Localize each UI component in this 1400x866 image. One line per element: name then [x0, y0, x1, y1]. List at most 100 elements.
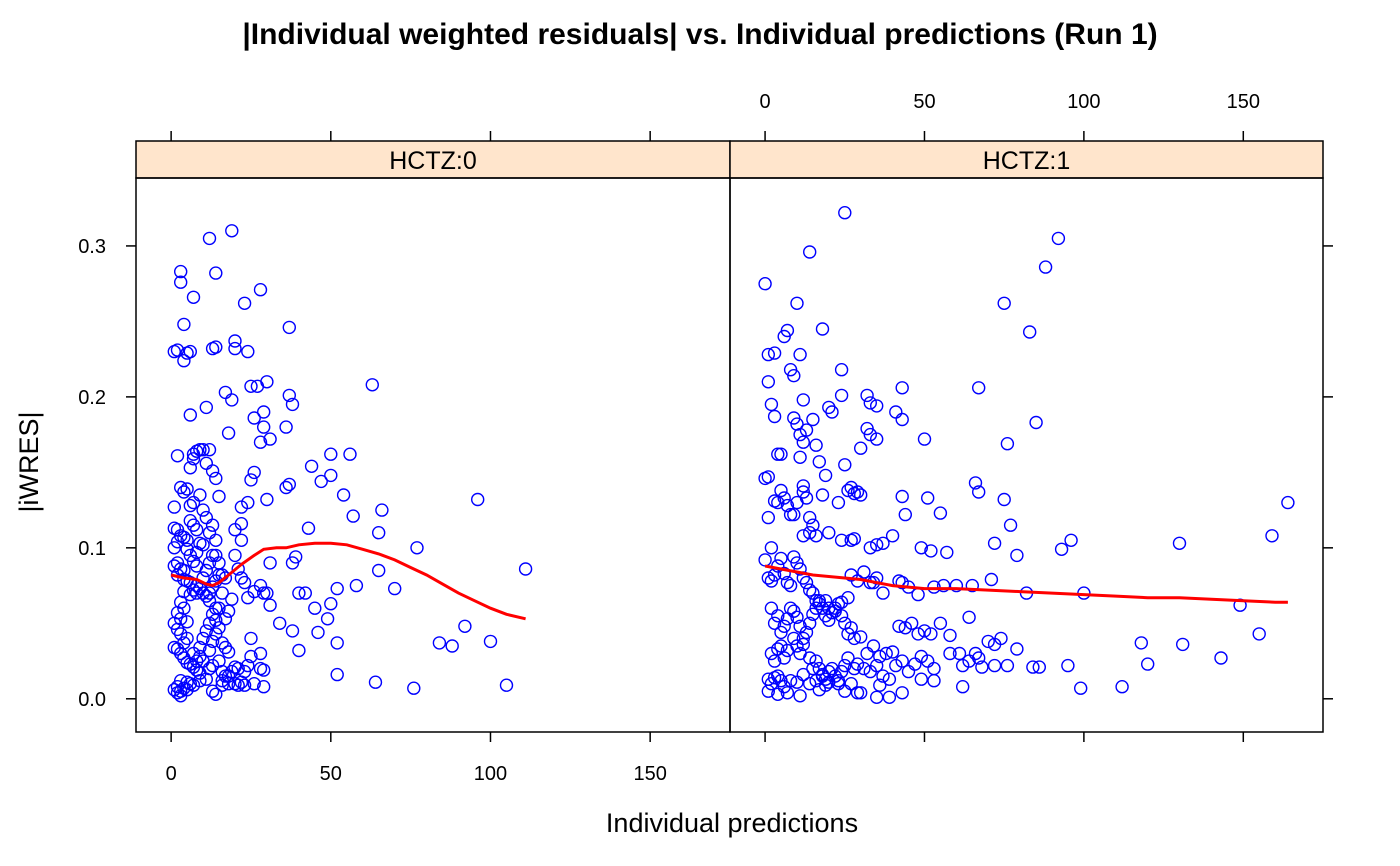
data-point: [180, 542, 194, 556]
data-point: [173, 480, 188, 495]
data-point: [186, 518, 201, 532]
data-point: [196, 631, 210, 646]
data-point: [783, 507, 798, 522]
data-point: [189, 586, 204, 600]
x-tick-label: 150: [633, 763, 666, 785]
data-point: [215, 678, 229, 692]
data-point: [193, 640, 207, 655]
data-point: [1000, 658, 1015, 673]
data-point: [324, 597, 338, 611]
data-point: [177, 317, 191, 332]
data-point: [499, 678, 514, 692]
data-point: [1022, 325, 1037, 339]
x-tick-label: 50: [320, 763, 342, 785]
data-point: [914, 541, 928, 555]
data-point: [244, 473, 258, 487]
data-point: [167, 616, 182, 630]
data-point: [202, 616, 217, 630]
data-point: [368, 675, 383, 689]
data-point: [263, 598, 277, 612]
data-point: [1010, 548, 1024, 563]
data-point: [471, 492, 485, 507]
data-point: [209, 533, 223, 547]
data-point: [780, 686, 795, 700]
data-point: [777, 619, 791, 633]
data-point: [831, 597, 846, 611]
data-point: [962, 654, 976, 668]
data-point: [199, 510, 214, 525]
x-tick-label: 100: [474, 763, 507, 785]
data-point: [320, 612, 335, 626]
data-point: [908, 657, 922, 671]
data-point: [209, 471, 223, 486]
data-point: [183, 461, 198, 475]
data-point: [314, 474, 328, 489]
data-point: [253, 283, 268, 297]
strip-label: HCTZ:1: [983, 147, 1071, 175]
data-point: [997, 296, 1011, 310]
data-point: [870, 658, 884, 673]
data-point: [225, 393, 239, 407]
data-point: [292, 643, 306, 658]
data-point: [803, 510, 817, 525]
x-tick-label: 50: [913, 91, 935, 113]
data-point: [854, 630, 868, 644]
data-point: [292, 586, 306, 600]
data-point: [189, 654, 204, 668]
data-point: [260, 492, 274, 507]
data-point: [225, 224, 239, 238]
data-point: [809, 601, 823, 615]
data-point: [257, 663, 271, 677]
data-point: [221, 645, 236, 659]
data-point: [209, 687, 223, 701]
data-point: [308, 601, 322, 615]
data-point: [860, 646, 874, 661]
data-point: [777, 566, 791, 581]
data-point: [365, 378, 379, 392]
data-point: [818, 609, 833, 623]
data-point: [927, 674, 941, 688]
data-point: [202, 526, 217, 540]
data-point: [764, 541, 779, 555]
data-point: [289, 550, 303, 564]
data-point: [202, 443, 217, 457]
data-point: [984, 572, 999, 587]
data-point: [841, 483, 855, 498]
data-point: [330, 581, 344, 596]
data-point: [237, 575, 252, 590]
data-point: [205, 658, 220, 673]
data-point: [799, 575, 814, 590]
data-point: [854, 488, 868, 502]
data-point: [847, 661, 861, 676]
data-point: [758, 553, 772, 567]
y-tick-label: 0.0: [78, 689, 106, 711]
data-point: [212, 601, 226, 615]
data-point: [857, 661, 871, 676]
data-point: [1010, 642, 1024, 656]
strip-background: [135, 140, 731, 179]
data-point: [863, 396, 877, 410]
x-axis-label: Individual predictions: [606, 808, 858, 838]
data-point: [170, 680, 185, 694]
data-point: [234, 675, 249, 689]
data-point: [193, 536, 207, 550]
data-point: [205, 684, 220, 698]
data-point: [1281, 495, 1295, 510]
data-point: [818, 594, 833, 608]
data-point: [285, 624, 300, 638]
data-point: [199, 456, 214, 470]
data-point: [228, 334, 242, 348]
data-point: [809, 654, 823, 668]
data-point: [330, 667, 344, 682]
data-point: [282, 477, 296, 492]
data-point: [793, 562, 807, 576]
y-tick-label: 0.1: [78, 538, 106, 560]
data-point: [1038, 260, 1053, 274]
data-point: [215, 586, 229, 600]
data-point: [231, 562, 245, 576]
data-point: [780, 498, 795, 513]
data-point: [952, 646, 967, 661]
data-point: [936, 578, 951, 593]
data-point: [218, 612, 233, 626]
